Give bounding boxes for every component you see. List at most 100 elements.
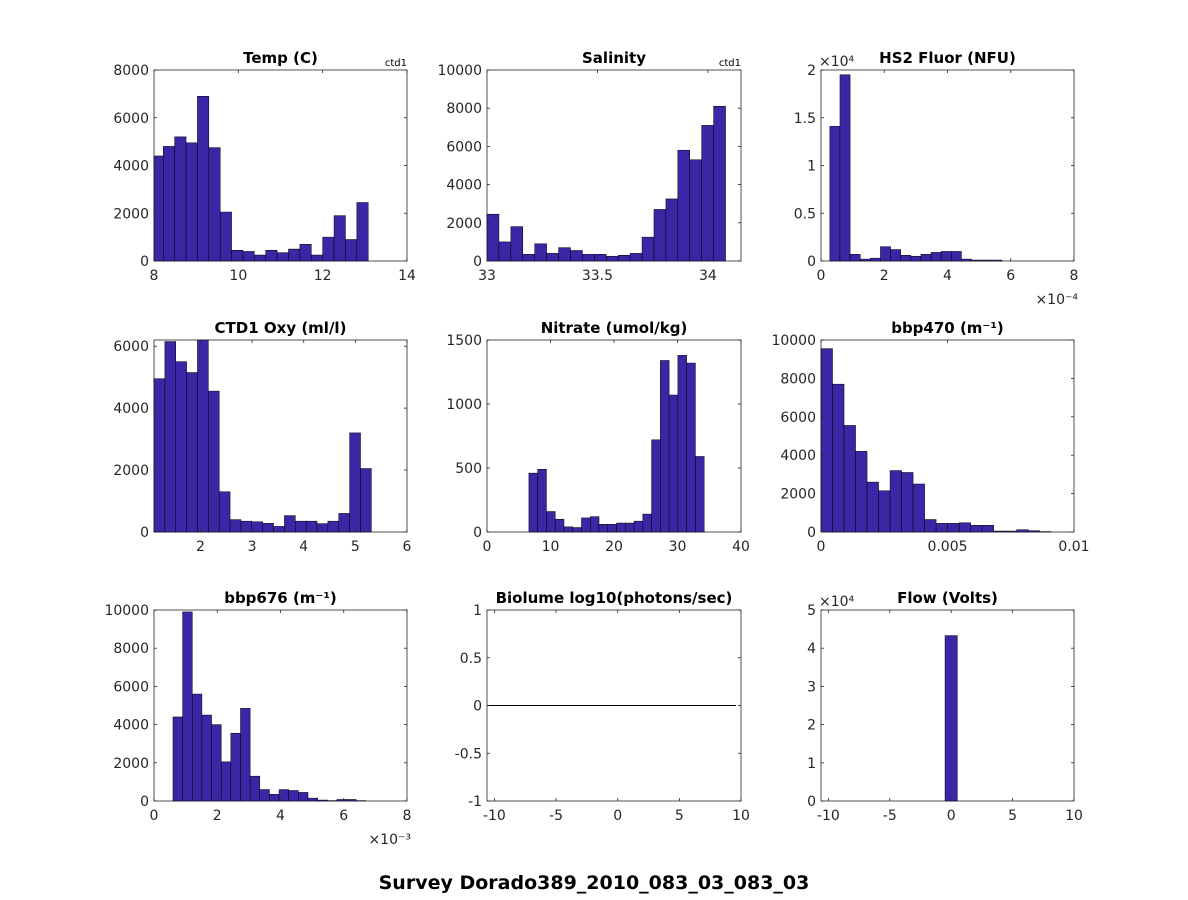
x-tick-label: 2 — [880, 268, 889, 284]
histogram-bar — [295, 520, 307, 533]
histogram-bar — [345, 239, 358, 262]
histogram-bar — [981, 525, 994, 533]
chart-title: CTD1 Oxy (ml/l) — [215, 319, 347, 337]
y-tick-label: 1.5 — [794, 111, 816, 127]
histogram-bar — [668, 394, 679, 533]
x-tick-label: 12 — [314, 268, 332, 284]
y-tick-label: 2000 — [113, 463, 149, 479]
histogram-bar — [572, 527, 582, 533]
histogram-bar — [970, 525, 983, 533]
histogram-bar — [298, 792, 309, 802]
x-tick-label: 6 — [403, 539, 412, 555]
histogram-bar — [878, 490, 891, 533]
histogram-bar — [594, 254, 607, 262]
histogram-bar — [265, 250, 278, 262]
histogram-bar — [843, 425, 856, 533]
histogram-bar — [839, 74, 851, 262]
histogram-bar — [528, 472, 538, 533]
x-tick-label: 6 — [1006, 268, 1015, 284]
y-tick-label: 10000 — [104, 603, 149, 619]
chart-panel-7: 0 2 4 6 8 0 2000 4000 6000 8000 10000 bbp676 (m⁻¹) ×… — [104, 589, 411, 848]
histogram-bar — [153, 155, 164, 262]
histogram-bar — [197, 96, 210, 262]
x-tick-label: 10 — [229, 268, 247, 284]
chart-title: bbp470 (m⁻¹) — [891, 319, 1004, 337]
histogram-bar — [686, 362, 696, 533]
histogram-bar — [211, 724, 222, 802]
histogram-bar — [961, 258, 972, 262]
chart-title: Salinity — [582, 49, 646, 67]
histogram-bar — [307, 797, 318, 802]
histogram-bar — [546, 253, 559, 262]
histogram-bar — [642, 513, 652, 533]
histogram-bar — [230, 732, 241, 802]
histogram-bar — [186, 372, 198, 533]
histogram-bar — [338, 513, 350, 533]
x-tick-label: 3 — [248, 539, 257, 555]
chart-tag: ctd1 — [719, 58, 741, 69]
histogram-bar — [336, 799, 347, 802]
y-tick-label: 2000 — [113, 756, 149, 772]
histogram-bar — [240, 708, 251, 802]
histogram-bar — [240, 520, 253, 533]
x-tick-label: 0.005 — [927, 539, 967, 555]
chart-title: Temp (C) — [243, 49, 318, 67]
histogram-bar — [208, 147, 221, 262]
histogram-bar — [317, 799, 328, 802]
y-tick-label: 1500 — [446, 333, 482, 349]
y-tick-label: -0.5 — [455, 746, 482, 762]
histogram-bar — [349, 432, 361, 533]
x-tick-label: -10 — [483, 808, 506, 824]
histogram-bar — [534, 243, 547, 262]
x-tick-label: 8 — [150, 268, 159, 284]
histogram-bar — [629, 253, 643, 262]
x-tick-label: 34 — [699, 268, 717, 284]
x-tick-label: 4 — [943, 268, 952, 284]
figure-title: Survey Dorado389_2010_083_03_083_03 — [379, 872, 810, 894]
y-tick-label: 4000 — [780, 448, 816, 464]
y-tick-label: 500 — [455, 461, 482, 477]
y-tick-label: 4000 — [113, 401, 149, 417]
histogram-bar — [346, 799, 357, 802]
histogram-bar — [617, 255, 631, 262]
x-tick-label: 10 — [542, 539, 560, 555]
y-tick-label: 1000 — [446, 397, 482, 413]
chart-title: Nitrate (umol/kg) — [541, 319, 688, 337]
histogram-bar — [677, 355, 687, 533]
histogram-bar — [208, 390, 220, 533]
histogram-bar — [633, 520, 644, 533]
chart-panel-1: 8 10 12 14 0 2000 4000 6000 8000 Temp (C) ctd1 — [113, 49, 416, 284]
y-exponent-label: ×10⁴ — [819, 54, 855, 70]
histogram-bar — [333, 215, 346, 262]
histogram-bar — [859, 258, 871, 262]
histogram-bar — [284, 515, 296, 533]
histogram-bar — [327, 520, 340, 533]
histogram-bar — [582, 254, 595, 262]
x-tick-label: 33.5 — [582, 268, 613, 284]
histogram-bar — [254, 254, 266, 262]
histogram-bar — [889, 470, 902, 533]
chart-panel-3: 0 2 4 6 8 0 0.5 1 1.5 2 HS2 Fluor (NFU) ×10⁴ ×10⁻⁴ — [794, 49, 1079, 308]
x-tick-label: 5 — [351, 539, 360, 555]
y-tick-label: 0 — [473, 525, 482, 541]
y-tick-label: -1 — [468, 794, 482, 810]
histogram-bar — [175, 361, 187, 533]
histogram-bar — [219, 211, 232, 262]
chart-panel-9: -10 -5 0 5 10 0 1 2 3 4 5 Flow (Volts) ×10⁴ — [807, 589, 1083, 824]
histogram-bar — [537, 469, 547, 533]
x-tick-label: 2 — [196, 539, 205, 555]
y-tick-label: 0 — [140, 525, 149, 541]
histogram-bar — [316, 523, 329, 533]
histogram-bar — [625, 522, 635, 533]
y-exponent-label: ×10⁴ — [819, 594, 855, 610]
histogram-bar — [695, 456, 705, 533]
histogram-bar — [920, 254, 932, 262]
histogram-bar — [185, 142, 198, 262]
histogram-bar — [153, 378, 166, 533]
histogram-bar — [951, 251, 962, 262]
y-tick-label: 8000 — [113, 63, 149, 79]
histogram-bar — [947, 523, 960, 533]
histogram-bar — [259, 789, 270, 802]
histogram-bar — [360, 468, 372, 533]
x-tick-label: 0.01 — [1058, 539, 1089, 555]
